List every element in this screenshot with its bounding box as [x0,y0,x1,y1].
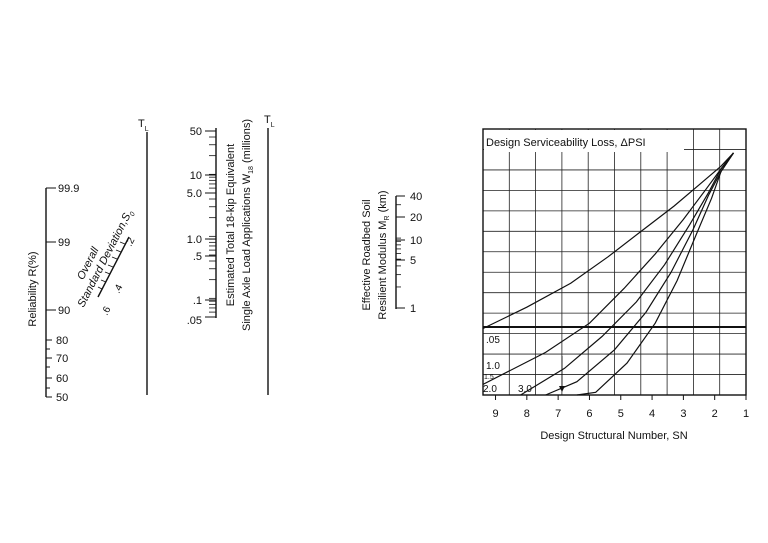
std-dev-tick-label: .6 [100,305,114,318]
mr-tick-label: 20 [410,212,422,224]
turning-line-2: TL [264,114,275,395]
series-line-0 [482,152,734,330]
mr-tick-label: 40 [410,191,422,203]
arrow-down-icon [559,386,565,392]
w18-label-line1: Estimated Total 18-kip Equivalent [225,144,237,306]
reliability-tick-label: 99 [58,237,70,249]
w18-tick-label: 1.0 [187,234,202,246]
reliability-axis-label: Reliability R(%) [27,251,39,326]
x-tick-label: 1 [743,408,749,420]
series-line-1 [482,152,734,385]
std-dev-tick-label: .4 [112,283,126,296]
reliability-tick-label: 50 [56,392,68,404]
mr-minor-ticks [396,195,401,309]
w18-tick-label: 5.0 [187,188,202,200]
chart-title: Design Serviceability Loss, ΔPSI [486,137,646,149]
mr-tick-label: 1 [410,303,416,315]
series-line-2 [520,152,734,396]
x-tick-label: 7 [555,408,561,420]
x-tick-label: 2 [712,408,718,420]
curve-label: 1.5 [484,374,494,381]
series-line-3 [545,152,734,396]
reliability-tick-label: 80 [56,335,68,347]
design-chart: .05 1.0 1.5 2.0 3.0 9 8 7 6 5 4 3 2 1 Design Service… [482,128,749,442]
mr-label-line2: Resilient Modulus MR (km) [377,190,391,319]
curve-label: 2.0 [483,384,497,395]
chart-x-ticks: 9 8 7 6 5 4 3 2 1 [492,395,749,420]
x-tick-label: 3 [680,408,686,420]
chart-curve-labels: .05 1.0 1.5 2.0 3.0 [483,335,532,395]
x-tick-label: 9 [492,408,498,420]
curve-label: 3.0 [518,384,532,395]
chart-curves [482,152,734,396]
reliability-tick-label: 60 [56,373,68,385]
curve-label: 1.0 [486,361,500,372]
w18-minor-ticks [209,130,216,318]
reliability-tick-label: 99.9 [58,183,79,195]
mr-tick-label: 5 [410,255,416,267]
curve-label: .05 [486,335,500,346]
chart-frame [482,128,747,396]
w18-tick-label: .1 [193,295,202,307]
x-tick-label: 6 [586,408,592,420]
w18-scale: 50 10 5.0 1.0 .5 .1 .05 Estimated Total … [187,119,255,331]
chart-title-box [484,130,684,152]
w18-tick-label: .05 [187,315,202,327]
mr-label-line1: Effective Roadbed Soil [361,199,373,310]
chart-x-axis-label: Design Structural Number, SN [540,430,687,442]
std-dev-tick-label: .2 [124,236,138,249]
series-line-4 [576,152,734,396]
x-tick-label: 8 [524,408,530,420]
w18-tick-label: 10 [190,170,202,182]
mr-scale: 40 20 10 5 1 Effective Roadbed Soil Resi… [361,190,422,319]
reliability-tick-label: 90 [58,305,70,317]
turning-line-1: TL [138,118,149,395]
standard-deviation-scale: .2 .4 .6 Overall Standard Deviation,S0 [75,211,138,318]
x-tick-label: 4 [649,408,655,420]
mr-tick-label: 10 [410,235,422,247]
tl-label-1: TL [138,118,149,133]
chart-grid [483,129,746,395]
tl-label-2: TL [264,114,275,129]
std-dev-axis-line [97,236,130,298]
w18-tick-label: 50 [190,126,202,138]
reliability-tick-label: 70 [56,353,68,365]
reliability-scale: 99.9 99 90 80 70 60 50 Reliability R(%) [27,183,79,404]
w18-tick-label: .5 [193,251,202,263]
w18-label-line2: Single Axle Load Applications W18 (milli… [241,119,255,331]
x-tick-label: 5 [618,408,624,420]
